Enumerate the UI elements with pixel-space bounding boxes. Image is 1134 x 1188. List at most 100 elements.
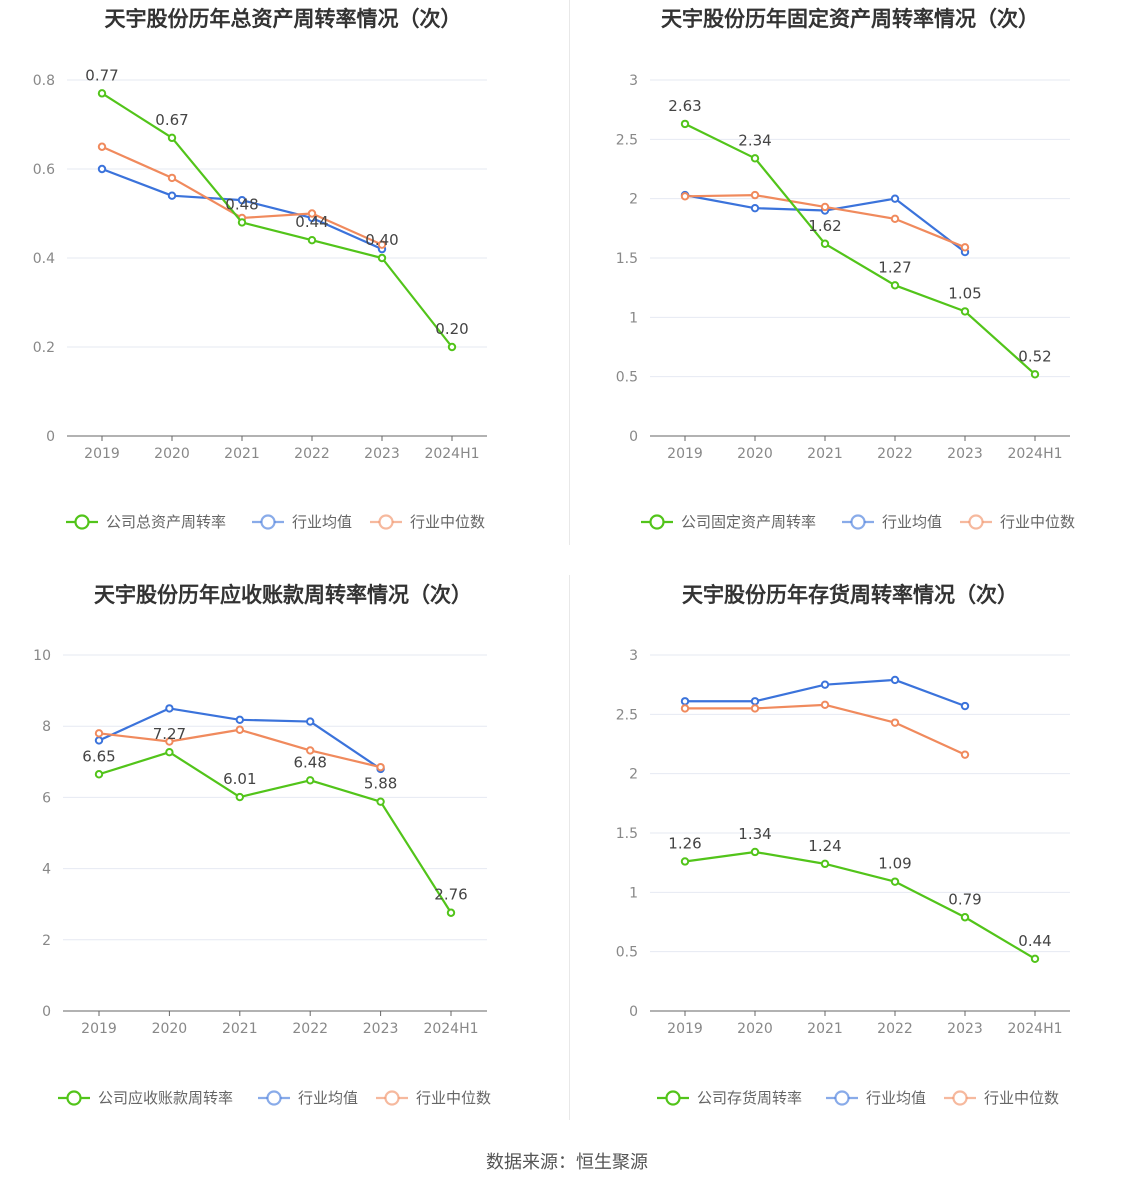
x-tick-label: 2021 [224, 446, 260, 462]
x-tick-label: 2020 [154, 446, 190, 462]
x-tick-label: 2023 [947, 446, 983, 462]
data-point-median [94, 729, 104, 738]
legend-marker-avg [266, 1090, 282, 1106]
y-tick-label: 2 [42, 933, 51, 949]
data-point-median [820, 202, 830, 212]
y-tick-label: 3 [629, 73, 638, 89]
data-point-median [820, 700, 830, 710]
data-point-median [97, 142, 107, 151]
y-tick-label: 0.5 [616, 370, 638, 386]
legend-marker-median [968, 514, 984, 530]
legend-marker-median [384, 1090, 400, 1106]
legend-marker-avg [850, 514, 866, 530]
data-point-company [447, 342, 457, 352]
x-tick-label: 2022 [877, 1021, 913, 1037]
y-tick-label: 6 [42, 790, 51, 806]
legend-label-company: 公司总资产周转率 [106, 513, 226, 531]
x-tick-label: 2020 [737, 446, 773, 462]
data-label: 6.01 [223, 770, 256, 788]
data-point-company [820, 239, 830, 248]
data-point-avg [306, 717, 315, 726]
data-label: 1.09 [878, 855, 911, 873]
x-tick-label: 2024H1 [1007, 446, 1062, 462]
x-tick-label: 2023 [363, 1021, 399, 1037]
data-label: 1.26 [668, 834, 701, 852]
legend-label-company: 公司存货周转率 [697, 1089, 802, 1107]
data-label: 1.34 [738, 825, 771, 843]
data-point-company [165, 747, 174, 757]
data-point-median [890, 214, 900, 224]
chart-panel-total-assets-turnover: 天宇股份历年总资产周转率情况（次） 0 0.2 0.4 0.6 0.8 2019 2020 20… [0, 0, 567, 575]
legend-label-median: 行业中位数 [1000, 513, 1075, 531]
data-point-median [165, 737, 174, 746]
data-label: 0.67 [155, 111, 188, 129]
data-label: 7.27 [153, 725, 186, 743]
y-tick-label: 10 [33, 648, 51, 664]
panel-divider-top [569, 0, 570, 545]
y-tick-label: 2.5 [616, 707, 638, 723]
x-tick-label: 2021 [222, 1021, 258, 1037]
chart-svg: 天宇股份历年固定资产周转率情况（次） 0 0.5 1 1.5 2 2.5 3 2019 2020 2… [616, 7, 1075, 531]
data-point-company [235, 792, 245, 802]
legend-marker-company [66, 1090, 82, 1106]
y-tick-label: 1 [629, 885, 638, 901]
data-point-company [750, 154, 760, 163]
data-point-median [750, 190, 760, 200]
data-point-company [94, 770, 104, 779]
data-point-median [307, 209, 317, 218]
legend-marker-company [665, 1090, 681, 1106]
data-point-company [307, 236, 317, 245]
data-point-avg [235, 715, 245, 724]
y-tick-label: 2 [629, 767, 638, 783]
data-label: 1.27 [878, 258, 911, 276]
data-point-median [680, 704, 690, 713]
legend-label-median: 行业中位数 [984, 1089, 1059, 1107]
data-point-avg [165, 704, 174, 713]
y-tick-label: 8 [42, 719, 51, 735]
legend-label-median: 行业中位数 [410, 513, 485, 531]
legend-label-median: 行业中位数 [416, 1089, 491, 1107]
data-point-median [750, 704, 760, 713]
x-tick-label: 2024H1 [424, 446, 479, 462]
x-tick-label: 2019 [81, 1021, 117, 1037]
data-point-avg [890, 675, 900, 685]
chart-svg: 天宇股份历年存货周转率情况（次） 0 0.5 1 1.5 2 2.5 3 2019 2020 202… [616, 583, 1070, 1107]
legend-marker-company [74, 514, 90, 530]
legend-label-company: 公司应收账款周转率 [98, 1089, 233, 1107]
data-point-company [376, 797, 385, 806]
y-tick-label: 0 [629, 1004, 638, 1020]
data-point-median [167, 173, 177, 183]
y-tick-label: 0.5 [616, 945, 638, 961]
y-tick-label: 0 [46, 429, 55, 445]
y-tick-label: 0.4 [33, 251, 55, 267]
data-point-company [306, 776, 315, 785]
chart-panel-receivables-turnover: 天宇股份历年应收账款周转率情况（次） 0 2 4 6 8 10 2019 2020 2021 202… [0, 575, 567, 1150]
data-point-company [890, 281, 900, 290]
data-point-avg [890, 194, 900, 203]
x-tick-label: 2019 [667, 446, 703, 462]
data-point-avg [97, 164, 107, 174]
data-label: 2.34 [738, 131, 771, 149]
data-point-avg [237, 195, 247, 205]
data-label: 1.05 [948, 284, 981, 302]
legend-marker-median [952, 1090, 968, 1106]
data-point-avg [820, 680, 830, 689]
series-line-company [684, 122, 1036, 376]
data-point-avg [167, 191, 177, 200]
chart-panel-fixed-assets-turnover: 天宇股份历年固定资产周转率情况（次） 0 0.5 1 1.5 2 2.5 3 2019 2020 2… [567, 0, 1134, 575]
data-point-median [960, 750, 970, 759]
y-tick-label: 0.6 [33, 162, 55, 178]
x-tick-label: 2021 [807, 446, 843, 462]
data-point-avg [94, 736, 104, 745]
data-label: 0.20 [435, 320, 468, 338]
x-tick-label: 2024H1 [1007, 1021, 1062, 1037]
data-label: 0.52 [1018, 347, 1051, 365]
data-label: 6.65 [82, 747, 115, 765]
data-label: 0.40 [365, 231, 398, 249]
data-label: 0.44 [1018, 932, 1051, 950]
data-label: 1.24 [808, 837, 841, 855]
x-tick-label: 2023 [364, 446, 400, 462]
data-point-company [960, 913, 970, 922]
data-point-company [680, 857, 690, 866]
legend-label-avg: 行业均值 [292, 513, 352, 531]
